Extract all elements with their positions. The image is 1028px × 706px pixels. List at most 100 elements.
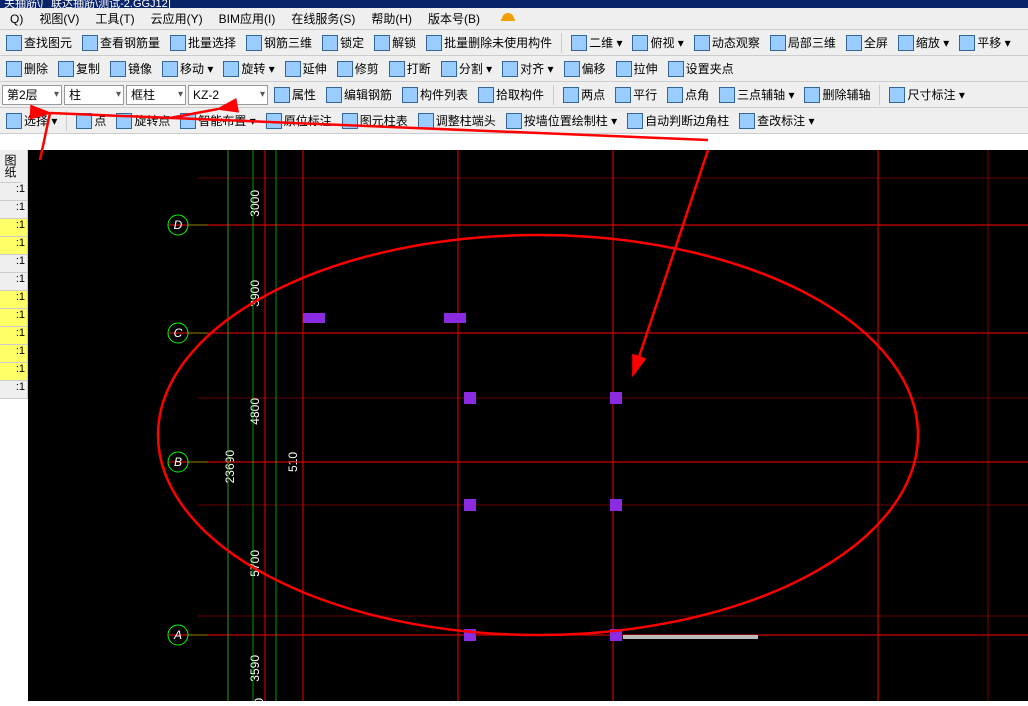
menu-item[interactable]: 视图(V): [31, 8, 87, 29]
button-label: 智能布置 ▾: [198, 112, 255, 129]
toolbar-button[interactable]: 旋转 ▾: [219, 58, 278, 79]
button-label: 打断: [407, 60, 431, 77]
toolbar-button[interactable]: 按墙位置绘制柱 ▾: [502, 110, 621, 131]
toolbar-button[interactable]: 构件列表: [398, 84, 472, 105]
toolbar-button[interactable]: 智能布置 ▾: [176, 110, 259, 131]
toolbar-button[interactable]: 图元柱表: [338, 110, 412, 131]
button-icon: [110, 61, 126, 77]
toolbar-button[interactable]: 缩放 ▾: [894, 32, 953, 53]
toolbar-button[interactable]: 调整柱端头: [414, 110, 500, 131]
toolbar-button[interactable]: 移动 ▾: [158, 58, 217, 79]
button-label: 移动 ▾: [180, 60, 213, 77]
toolbar-button[interactable]: 平行: [611, 84, 661, 105]
toolbar-button[interactable]: 属性: [270, 84, 320, 105]
layer-cell[interactable]: :1: [0, 255, 27, 273]
toolbar-button[interactable]: 钢筋三维: [242, 32, 316, 53]
toolbar-button[interactable]: 查改标注 ▾: [735, 110, 818, 131]
separator: [66, 111, 67, 131]
button-label: 动态观察: [712, 34, 760, 51]
toolbar-button[interactable]: 自动判断边角柱: [623, 110, 733, 131]
toolbar-button[interactable]: 分割 ▾: [437, 58, 496, 79]
button-label: 解锁: [392, 34, 416, 51]
button-icon: [441, 61, 457, 77]
toolbar-button[interactable]: 批量删除未使用构件: [422, 32, 556, 53]
menu-item[interactable]: 帮助(H): [363, 8, 420, 29]
floor-select[interactable]: 第2层: [2, 85, 62, 105]
menu-item[interactable]: 在线服务(S): [283, 8, 363, 29]
layer-cell[interactable]: :1: [0, 237, 27, 255]
drawing-canvas[interactable]: 903590570023690510480039003000DCBA: [28, 150, 1028, 701]
layer-cell[interactable]: :1: [0, 291, 27, 309]
button-icon: [6, 113, 22, 129]
layer-cell[interactable]: :1: [0, 273, 27, 291]
toolbar-button[interactable]: 二维 ▾: [567, 32, 626, 53]
toolbar-button[interactable]: 设置夹点: [664, 58, 738, 79]
type-select[interactable]: 框柱: [126, 85, 186, 105]
name-select[interactable]: KZ-2: [188, 85, 268, 105]
button-icon: [180, 113, 196, 129]
button-icon: [342, 113, 358, 129]
button-icon: [374, 35, 390, 51]
button-label: 点: [94, 112, 106, 129]
toolbar-button[interactable]: 查找图元: [2, 32, 76, 53]
button-label: 复制: [76, 60, 100, 77]
toolbar-button[interactable]: 拾取构件: [474, 84, 548, 105]
toolbar-button[interactable]: 旋转点: [112, 110, 174, 131]
layer-cell[interactable]: :1: [0, 219, 27, 237]
toolbar-button[interactable]: 延伸: [281, 58, 331, 79]
toolbar-button[interactable]: 三点辅轴 ▾: [715, 84, 798, 105]
toolbar-button[interactable]: 点角: [663, 84, 713, 105]
toolbar-button[interactable]: 查看钢筋量: [78, 32, 164, 53]
menu-item[interactable]: 云应用(Y): [143, 8, 211, 29]
toolbar-button[interactable]: 点: [72, 110, 110, 131]
toolbar-button[interactable]: 编辑钢筋: [322, 84, 396, 105]
toolbar-button[interactable]: 修剪: [333, 58, 383, 79]
menu-item[interactable]: BIM应用(I): [211, 8, 284, 29]
toolbar-button[interactable]: 偏移: [560, 58, 610, 79]
layer-cell[interactable]: :1: [0, 201, 27, 219]
layer-cell[interactable]: :1: [0, 183, 27, 201]
button-label: 修剪: [355, 60, 379, 77]
toolbar-button[interactable]: 动态观察: [690, 32, 764, 53]
menu-item[interactable]: 工具(T): [87, 8, 142, 29]
member-select[interactable]: 柱: [64, 85, 124, 105]
left-tab[interactable]: 图纸: [0, 150, 21, 183]
menu-item[interactable]: Q): [2, 10, 31, 28]
button-label: 批量删除未使用构件: [444, 34, 552, 51]
toolbar-button[interactable]: 平移 ▾: [955, 32, 1014, 53]
menu-bar: Q)视图(V)工具(T)云应用(Y)BIM应用(I)在线服务(S)帮助(H)版本…: [0, 8, 1028, 30]
toolbar-button[interactable]: 局部三维: [766, 32, 840, 53]
button-icon: [627, 113, 643, 129]
button-icon: [246, 35, 262, 51]
toolbar-button[interactable]: 拉伸: [612, 58, 662, 79]
toolbar-button[interactable]: 批量选择: [166, 32, 240, 53]
toolbar-button[interactable]: 对齐 ▾: [498, 58, 557, 79]
toolbar-3: 第2层 柱 框柱 KZ-2 属性编辑钢筋构件列表拾取构件两点平行点角三点辅轴 ▾…: [0, 82, 1028, 108]
button-label: 批量选择: [188, 34, 236, 51]
layer-cell[interactable]: :1: [0, 327, 27, 345]
hard-hat-icon: [488, 7, 524, 30]
menu-item[interactable]: 版本号(B): [420, 8, 488, 29]
layer-cell[interactable]: :1: [0, 309, 27, 327]
toolbar-button[interactable]: 两点: [559, 84, 609, 105]
toolbar-button[interactable]: 全屏: [842, 32, 892, 53]
toolbar-button[interactable]: 俯视 ▾: [628, 32, 687, 53]
toolbar-button[interactable]: 镜像: [106, 58, 156, 79]
toolbar-button[interactable]: 解锁: [370, 32, 420, 53]
layer-cell[interactable]: :1: [0, 345, 27, 363]
toolbar-button[interactable]: 删除辅轴: [800, 84, 874, 105]
toolbar-button[interactable]: 选择 ▾: [2, 110, 61, 131]
toolbar-button[interactable]: 原位标注: [262, 110, 336, 131]
toolbar-button[interactable]: 复制: [54, 58, 104, 79]
layer-cell[interactable]: :1: [0, 363, 27, 381]
toolbar-button[interactable]: 尺寸标注 ▾: [885, 84, 968, 105]
button-label: 二维 ▾: [589, 34, 622, 51]
button-label: 局部三维: [788, 34, 836, 51]
toolbar-button[interactable]: 锁定: [318, 32, 368, 53]
button-label: 全屏: [864, 34, 888, 51]
button-label: 分割 ▾: [459, 60, 492, 77]
toolbar-button[interactable]: 打断: [385, 58, 435, 79]
button-icon: [223, 61, 239, 77]
toolbar-button[interactable]: 删除: [2, 58, 52, 79]
layer-cell[interactable]: :1: [0, 381, 27, 399]
